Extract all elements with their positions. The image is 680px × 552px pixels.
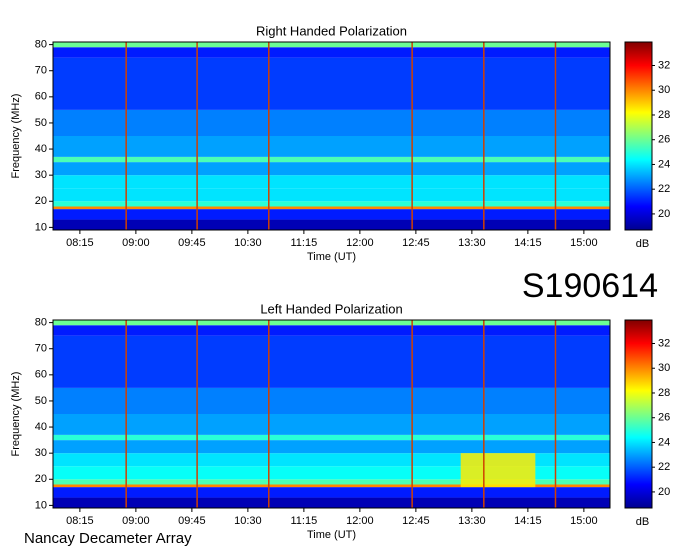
x-tick-label: 13:30	[458, 515, 486, 527]
colorbar-tick-label: 32	[658, 337, 670, 349]
y-tick-label: 40	[35, 143, 47, 155]
spectrum-band	[53, 201, 610, 207]
x-tick-label: 09:00	[122, 237, 150, 249]
colorbar-tick-label: 28	[658, 109, 670, 121]
x-tick-label: 10:30	[234, 515, 262, 527]
x-tick-label: 15:00	[570, 237, 598, 249]
y-tick-label: 10	[35, 499, 47, 511]
spectrum-band	[53, 136, 610, 157]
spectrum-band	[53, 42, 610, 48]
y-tick-label: 70	[35, 65, 47, 77]
spectrum-band	[53, 188, 610, 202]
colorbar-tick-label: 22	[658, 461, 670, 473]
y-tick-label: 50	[35, 395, 47, 407]
spectrum-band	[53, 209, 610, 220]
y-tick-label: 60	[35, 91, 47, 103]
colorbar-tick-label: 20	[658, 208, 670, 220]
colorbar-label: dB	[636, 238, 649, 250]
x-tick-label: 10:30	[234, 237, 262, 249]
spectrum-band	[53, 414, 610, 435]
spectrum-band	[53, 156, 610, 163]
spectrum-band	[53, 175, 610, 189]
burst	[460, 453, 536, 488]
y-axis-label: Frequency (MHz)	[10, 94, 22, 179]
x-tick-label: 12:45	[402, 515, 430, 527]
spectrum-band	[53, 219, 610, 230]
x-tick-label: 11:15	[291, 515, 318, 527]
x-tick-label: 12:00	[346, 515, 374, 527]
x-axis-label: Time (UT)	[307, 529, 356, 541]
x-tick-label: 09:45	[178, 515, 206, 527]
spectrum-band	[53, 440, 610, 454]
x-tick-label: 09:45	[178, 237, 206, 249]
spectrum-band	[53, 387, 610, 414]
y-tick-label: 20	[35, 195, 47, 207]
x-tick-label: 12:00	[346, 237, 374, 249]
y-axis-label: Frequency (MHz)	[10, 372, 22, 457]
x-tick-label: 11:15	[291, 237, 318, 249]
plot-frame	[52, 41, 611, 231]
y-tick-label: 20	[35, 473, 47, 485]
spectrum-band	[53, 109, 610, 136]
y-tick-label: 40	[35, 421, 47, 433]
colorbar-tick-label: 28	[658, 387, 670, 399]
colorbar-tick-label: 24	[658, 158, 670, 170]
spectrum-band	[53, 325, 610, 336]
y-tick-label: 80	[35, 317, 47, 329]
y-tick-label: 70	[35, 343, 47, 355]
spectrum-band	[53, 479, 610, 485]
spectrum-band	[53, 487, 610, 498]
x-tick-label: 09:00	[122, 515, 150, 527]
spectrum-band	[53, 320, 610, 326]
y-tick-label: 30	[35, 169, 47, 181]
colorbar-tick-label: 20	[658, 486, 670, 498]
spectrum-band	[53, 206, 610, 210]
colorbar-tick-label: 26	[658, 412, 670, 424]
spectrum-band	[53, 434, 610, 441]
y-tick-label: 60	[35, 369, 47, 381]
x-tick-label: 14:15	[514, 237, 542, 249]
colorbar	[624, 41, 653, 231]
colorbar-tick-label: 32	[658, 59, 670, 71]
spectrum-band	[53, 57, 610, 110]
x-tick-label: 15:00	[570, 515, 598, 527]
colorbar-tick-label: 22	[658, 183, 670, 195]
x-tick-label: 08:15	[66, 515, 94, 527]
chart-title: Left Handed Polarization	[260, 301, 402, 316]
spectrum-band	[53, 162, 610, 176]
plot-frame	[52, 319, 611, 509]
y-tick-label: 30	[35, 447, 47, 459]
colorbar-tick-label: 30	[658, 84, 670, 96]
spectrum-band	[53, 335, 610, 388]
y-tick-label: 50	[35, 117, 47, 129]
x-tick-label: 08:15	[66, 237, 94, 249]
colorbar-tick-label: 30	[658, 362, 670, 374]
y-tick-label: 80	[35, 39, 47, 51]
chart-title: Right Handed Polarization	[256, 23, 407, 38]
footer: Nancay Decameter Array	[24, 530, 192, 547]
y-tick-label: 10	[35, 221, 47, 233]
colorbar-tick-label: 24	[658, 436, 670, 448]
spectrum-band	[53, 47, 610, 58]
colorbar-tick-label: 26	[658, 134, 670, 146]
event-id: S190614	[522, 267, 658, 305]
colorbar-label: dB	[636, 516, 649, 528]
spectrum-band	[53, 484, 610, 488]
x-tick-label: 14:15	[514, 515, 542, 527]
x-axis-label: Time (UT)	[307, 251, 356, 263]
x-tick-label: 12:45	[402, 237, 430, 249]
x-tick-label: 13:30	[458, 237, 486, 249]
spectrum-band	[53, 497, 610, 508]
colorbar	[624, 319, 653, 509]
